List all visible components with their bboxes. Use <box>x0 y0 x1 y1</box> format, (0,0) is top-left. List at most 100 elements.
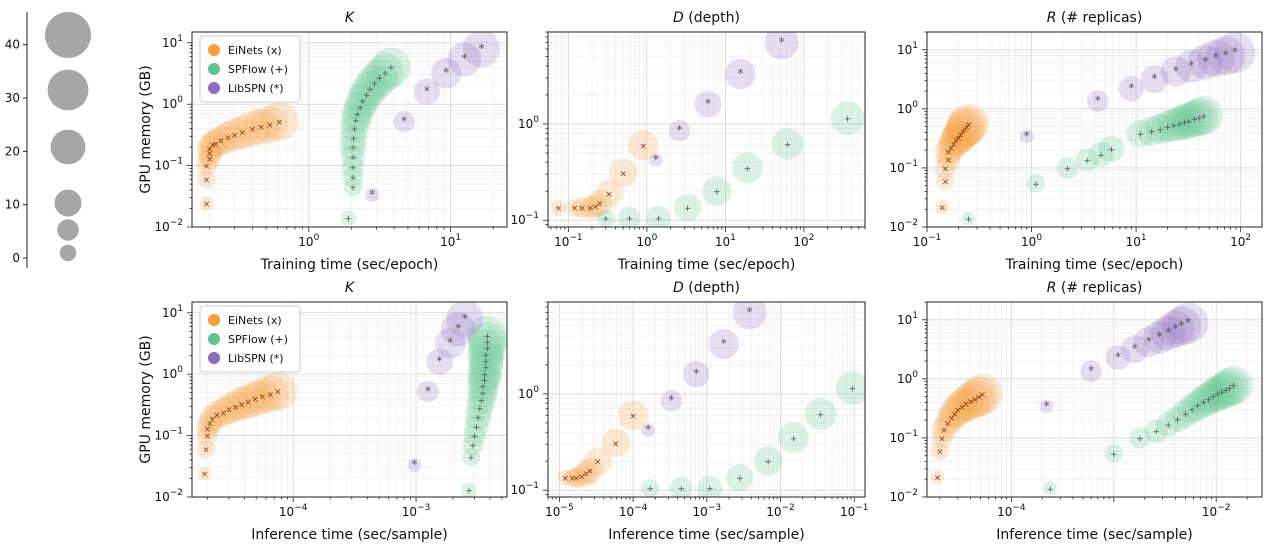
bubble <box>601 428 631 458</box>
bubble <box>340 210 357 226</box>
bubble <box>430 57 462 89</box>
bubble <box>939 398 971 429</box>
bubble <box>342 166 364 188</box>
bubble <box>726 464 754 492</box>
point-marker: + <box>626 215 634 225</box>
bubbles <box>550 32 865 227</box>
point-marker: × <box>582 470 590 480</box>
bubble <box>1199 376 1236 412</box>
bubble <box>213 394 244 425</box>
bubble <box>464 414 489 439</box>
bubble <box>209 397 238 427</box>
point-marker: × <box>259 393 267 403</box>
y-tick-label: 10−1 <box>889 429 918 445</box>
legend-label: LibSPN (*) <box>228 352 284 365</box>
bubble <box>220 390 252 422</box>
point-marker: × <box>955 134 963 144</box>
bubble <box>205 125 236 156</box>
point-marker: × <box>594 458 602 468</box>
point-marker: * <box>653 153 659 167</box>
bubble <box>668 119 691 142</box>
panel-2: × × × ××××××+ + ++++++*****10−1 100 101 10210−11… <box>510 10 866 273</box>
point-marker: + <box>1136 434 1144 444</box>
x-axis-label: Inference time (sec/sample) <box>608 527 804 543</box>
point-marker: * <box>462 311 468 325</box>
point-marker: * <box>1223 48 1229 62</box>
point-marker: + <box>1190 115 1198 125</box>
axes-frame <box>926 301 1263 498</box>
bubble <box>1175 49 1209 83</box>
point-marker: + <box>479 382 487 392</box>
point-marker: + <box>481 371 489 381</box>
bubble <box>732 302 767 330</box>
point-marker: + <box>764 458 772 468</box>
bubble <box>1206 36 1246 76</box>
bubble <box>579 196 602 219</box>
x-axis-label: Training time (sec/epoch) <box>260 257 439 273</box>
bubble <box>1197 39 1235 77</box>
bubble <box>340 114 369 143</box>
point-marker: × <box>213 411 221 421</box>
bubble <box>198 147 221 170</box>
size-legend-tick-label: 0 <box>12 251 20 265</box>
point-marker: × <box>232 403 240 413</box>
markers: ××××××××××××××+++++++++++++++++*********… <box>934 316 1237 495</box>
point-marker: + <box>351 125 359 135</box>
point-marker: + <box>484 344 492 354</box>
point-marker: × <box>203 162 211 172</box>
panel-4: ××××××××× ×× × × × × ×++++++++++++++++++******… <box>138 280 508 543</box>
bubble <box>468 363 501 396</box>
bubble <box>1087 90 1109 112</box>
bubble <box>697 475 723 497</box>
point-marker: × <box>586 467 594 477</box>
bubble <box>199 130 227 159</box>
legend-swatch <box>208 44 220 56</box>
y-tick-label: 101 <box>897 311 918 327</box>
bubble <box>434 327 466 359</box>
point-marker: × <box>945 156 953 166</box>
point-marker: × <box>212 140 220 150</box>
bubble <box>660 389 683 412</box>
panel-title: D (depth) <box>673 10 740 26</box>
x-axis-label: Training time (sec/epoch) <box>617 257 796 273</box>
point-marker: + <box>1137 130 1145 140</box>
scatter-panels: ××××××××× ×× × × × × ×++++++++++++++++++******… <box>138 10 1263 543</box>
point-marker: × <box>266 390 274 400</box>
markers: ××××××××××××××+++++++++++++++++*********… <box>939 45 1238 225</box>
bubble <box>462 434 484 456</box>
bubble <box>463 424 486 447</box>
point-marker: × <box>957 131 965 141</box>
bubble <box>958 376 999 417</box>
y-tick-label: 10−2 <box>154 488 183 504</box>
point-marker: + <box>371 80 379 90</box>
bubble <box>1187 44 1223 80</box>
bubble <box>640 479 660 497</box>
point-marker: * <box>1128 81 1134 95</box>
point-marker: + <box>744 164 752 174</box>
bubble <box>941 120 976 155</box>
axes-frame <box>191 301 508 498</box>
bubble <box>1162 306 1202 346</box>
bubble <box>407 458 422 473</box>
size-legend-bubble <box>45 12 91 58</box>
bubble <box>393 110 415 133</box>
point-marker: × <box>578 473 586 483</box>
point-marker: + <box>1205 395 1213 405</box>
bubble <box>694 90 722 118</box>
point-marker: + <box>481 376 489 386</box>
point-marker: × <box>555 204 563 214</box>
bubble <box>441 312 476 347</box>
point-marker: + <box>1170 122 1178 132</box>
series-* <box>641 302 767 438</box>
y-axis-label: GPU memory (GB) <box>138 65 154 193</box>
x-tick-label: 100 <box>1021 233 1042 249</box>
point-marker: × <box>571 204 579 214</box>
bubble <box>196 417 219 440</box>
point-marker: + <box>1194 402 1202 412</box>
point-marker: + <box>1032 180 1040 190</box>
point-marker: + <box>1148 128 1156 138</box>
bubble <box>948 385 984 422</box>
bubble <box>1150 315 1186 351</box>
bubble <box>702 176 732 206</box>
point-marker: × <box>209 415 217 425</box>
